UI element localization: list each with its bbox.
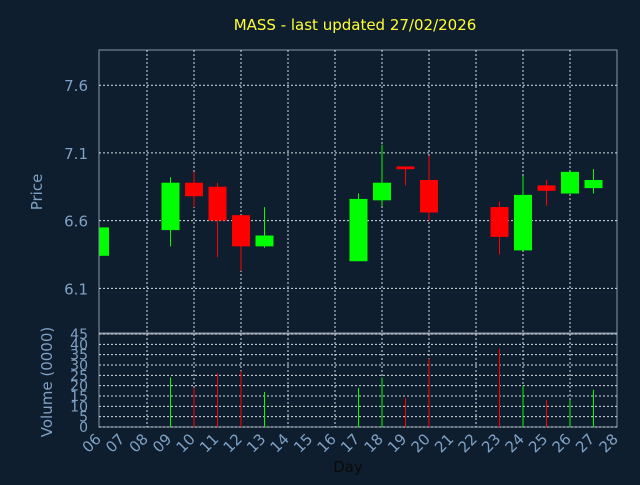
volume-tick-label: 5 [79,410,88,426]
x-tick-label: 16 [314,430,340,456]
volume-tick-label: 0 [79,420,88,436]
candle-body-up [561,171,579,194]
x-tick-label: 10 [173,430,199,456]
candle-body-down [537,185,556,191]
volume-axis-label: Volume (0000) [38,327,56,437]
candle-body-up [349,198,368,262]
candle-body-down [208,186,227,221]
x-axis-ticks: 0607080910111213141516171819202122232425… [79,430,622,456]
price-axis-ticks: 6.1 6.6 7.1 7.6 [64,77,88,298]
candle-body-down [490,207,509,237]
price-tick-label: 7.6 [64,77,88,95]
price-candles [99,144,603,271]
candle-body-up [514,194,532,251]
x-tick-label: 18 [361,430,387,456]
x-tick-label: 08 [126,430,152,456]
x-axis-label: Day [333,458,363,476]
x-tick-label: 28 [596,430,622,456]
x-tick-label: 19 [384,430,410,456]
price-tick-label: 6.6 [64,213,88,231]
price-tick-label: 6.1 [64,280,88,298]
x-tick-label: 25 [525,430,551,456]
chart-title: MASS - last updated 27/02/2026 [234,16,477,34]
x-tick-label: 22 [455,430,481,456]
x-tick-label: 17 [337,430,363,456]
x-tick-label: 27 [572,430,598,456]
volume-tick-label: 45 [70,327,88,343]
candle-body-up [100,227,109,256]
candle-body-up [255,235,274,247]
x-tick-label: 20 [408,430,434,456]
volume-tick-label: 10 [70,399,88,415]
x-tick-label: 21 [431,430,457,456]
candle-body-up [161,182,180,231]
price-axis-label: Price [28,174,46,211]
x-tick-label: 15 [290,430,316,456]
volume-tick-label: 30 [70,358,88,374]
x-tick-label: 26 [549,430,575,456]
volume-tick-label: 20 [70,379,88,395]
candle-body-up [373,182,391,201]
volume-tick-label: 40 [70,337,88,353]
price-tick-label: 7.1 [64,145,88,163]
candle-body-down [185,182,203,197]
x-tick-label: 07 [102,430,128,456]
candle-body-down [420,179,438,213]
x-tick-label: 23 [478,430,504,456]
x-tick-label: 12 [220,430,246,456]
candle-body-down [396,166,415,170]
x-tick-label: 13 [243,430,269,456]
volume-tick-label: 35 [70,348,88,364]
candle-body-down [232,215,250,247]
volume-tick-label: 25 [70,368,88,384]
x-tick-label: 11 [196,430,222,456]
volume-bars [170,348,594,427]
x-tick-label: 09 [149,430,175,456]
x-tick-label: 24 [502,430,528,456]
x-tick-label: 14 [267,430,293,456]
volume-tick-label: 15 [70,389,88,405]
candle-body-up [584,179,603,189]
